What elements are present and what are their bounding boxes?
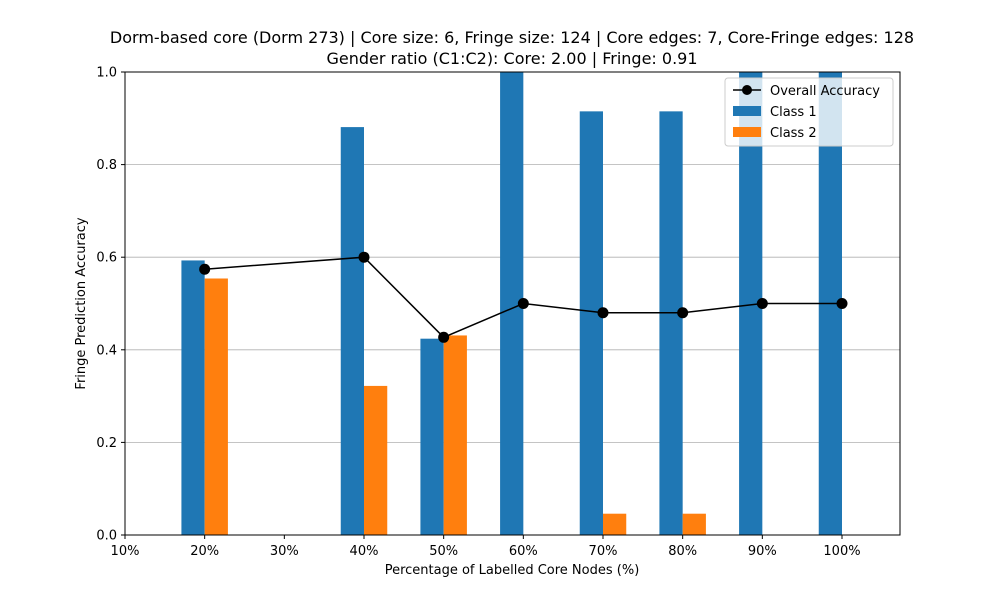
overall-accuracy-point xyxy=(756,298,768,309)
overall-accuracy-polyline xyxy=(204,256,842,339)
x-tick-label: 100% xyxy=(823,544,860,559)
overall-accuracy-point xyxy=(358,251,370,263)
bar-class1 xyxy=(420,338,444,535)
y-tick-label: 1.0 xyxy=(96,66,117,81)
overall-accuracy-point xyxy=(677,307,689,319)
x-axis-ticks: 10% 20% 30% 40% 50% 60% 70% 80% 90% 100% xyxy=(111,535,861,559)
chart-title-line1: Dorm-based core (Dorm 273) | Core size: … xyxy=(110,28,914,47)
x-tick-label: 60% xyxy=(509,544,538,559)
x-tick-label: 40% xyxy=(350,544,379,559)
legend-label-overall: Overall Accuracy xyxy=(770,84,880,99)
overall-accuracy-point xyxy=(438,331,450,343)
bar-class2 xyxy=(443,335,467,535)
legend-swatch-class2 xyxy=(733,127,761,137)
x-tick-label: 50% xyxy=(429,544,458,559)
y-tick-label: 0.8 xyxy=(96,158,117,173)
bar-class1 xyxy=(500,72,524,535)
bar-class2 xyxy=(364,385,388,535)
bar-class1 xyxy=(739,72,763,535)
x-tick-label: 80% xyxy=(668,544,697,559)
x-tick-label: 10% xyxy=(111,544,140,559)
bar-class1 xyxy=(659,111,683,535)
y-tick-label: 0.6 xyxy=(96,251,117,266)
bars xyxy=(181,72,842,536)
plot-frame xyxy=(124,71,901,536)
bar-class1 xyxy=(181,260,205,535)
chart-title-line2: Gender ratio (C1:C2): Core: 2.00 | Fring… xyxy=(326,49,697,68)
legend: Overall Accuracy Class 1 Class 2 xyxy=(724,77,894,147)
overall-accuracy-point xyxy=(199,263,211,275)
x-tick-label: 20% xyxy=(190,544,219,559)
y-axis-ticks: 0.0 0.2 0.4 0.6 0.8 1.0 xyxy=(96,66,125,544)
y-tick-label: 0.0 xyxy=(96,529,117,544)
bar-class1 xyxy=(579,111,603,535)
overall-accuracy-line xyxy=(199,251,848,343)
legend-swatch-class1 xyxy=(733,106,761,116)
overall-accuracy-point xyxy=(597,307,609,319)
bar-class2 xyxy=(682,513,706,535)
legend-label-class2: Class 2 xyxy=(770,126,817,141)
y-tick-label: 0.2 xyxy=(96,436,117,451)
bar-class2 xyxy=(603,513,627,535)
y-tick-label: 0.4 xyxy=(96,343,117,358)
x-axis-label: Percentage of Labelled Core Nodes (%) xyxy=(385,563,640,578)
legend-overall-marker xyxy=(742,85,752,95)
x-tick-label: 90% xyxy=(748,544,777,559)
x-tick-label: 70% xyxy=(589,544,618,559)
legend-label-class1: Class 1 xyxy=(770,105,817,120)
x-tick-label: 30% xyxy=(270,544,299,559)
overall-accuracy-point xyxy=(517,298,529,309)
overall-accuracy-point xyxy=(836,298,848,309)
y-axis-label: Fringe Prediction Accuracy xyxy=(74,217,89,389)
bar-class2 xyxy=(204,278,228,535)
bar-class1 xyxy=(340,127,364,536)
legend-box xyxy=(724,77,894,147)
